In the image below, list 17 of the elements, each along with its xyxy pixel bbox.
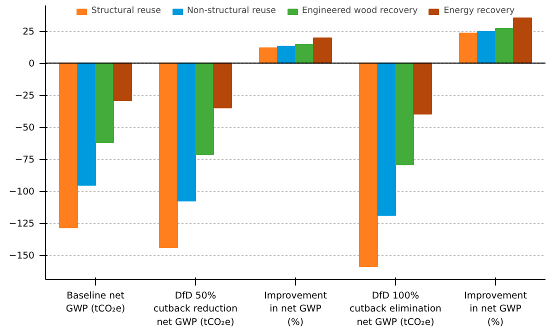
y-tick-label: −125 bbox=[8, 218, 35, 230]
x-tick-label: DfD 100% cutback elimination net GWP (tCO₂e) bbox=[350, 290, 442, 328]
y-tick-label: 25 bbox=[22, 26, 35, 38]
legend-label: Energy recovery bbox=[444, 6, 515, 16]
legend-label: Non-structural reuse bbox=[186, 6, 276, 16]
y-tick-label: 0 bbox=[28, 58, 35, 70]
y-tick-label: −100 bbox=[8, 186, 35, 198]
y-tick-label: −25 bbox=[14, 90, 35, 102]
legend-label: Engineered wood recovery bbox=[302, 6, 418, 16]
x-tick-label: Improvement in net GWP (%) bbox=[264, 290, 328, 328]
legend-label: Structural reuse bbox=[91, 6, 161, 16]
x-tick-label: DfD 50% cutback reduction net GWP (tCO₂e) bbox=[153, 290, 238, 328]
y-tick-label: −50 bbox=[14, 122, 35, 134]
x-tick-label: Improvement in net GWP (%) bbox=[464, 290, 528, 328]
y-tick-label: −150 bbox=[8, 250, 35, 262]
x-tick-label: Baseline net GWP (tCO₂e) bbox=[66, 290, 126, 315]
y-tick-label: −75 bbox=[14, 154, 35, 166]
